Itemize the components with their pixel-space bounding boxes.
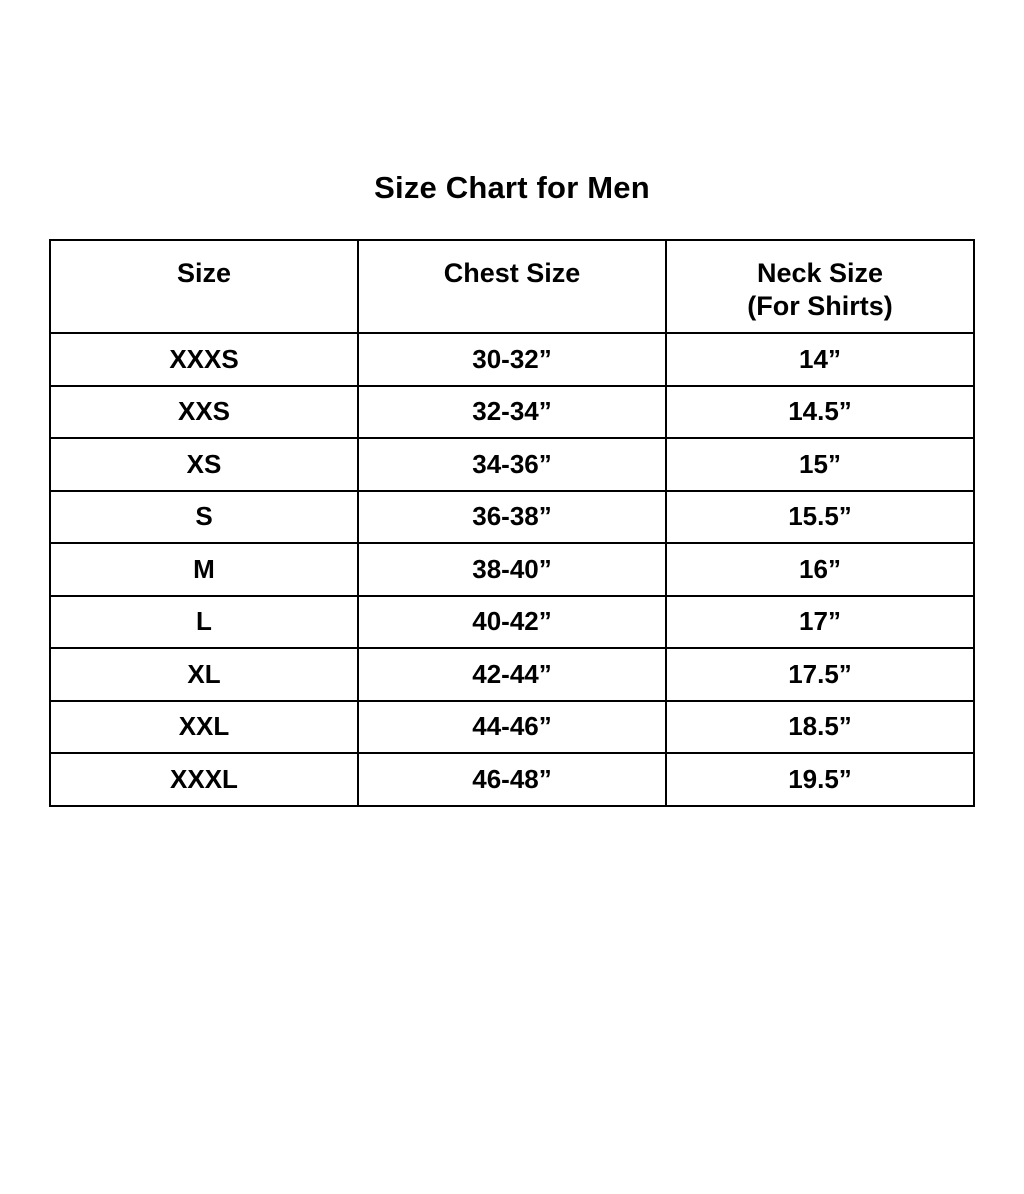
page: Size Chart for Men Size Chest Size Neck … (0, 170, 1024, 1194)
table-row: XXS 32-34” 14.5” (49, 384, 975, 439)
cell-chest: 44-46” (357, 699, 667, 754)
cell-size: XS (49, 437, 359, 492)
table-header: Size Chest Size Neck Size (For Shirts) (49, 239, 975, 334)
table-row: L 40-42” 17” (49, 594, 975, 649)
cell-chest: 36-38” (357, 489, 667, 544)
cell-chest: 42-44” (357, 647, 667, 702)
cell-chest: 38-40” (357, 542, 667, 597)
table-body: XXXS 30-32” 14” XXS 32-34” 14.5” XS 34-3… (49, 332, 975, 807)
cell-neck: 14” (665, 332, 975, 387)
table-row: XXXS 30-32” 14” (49, 332, 975, 387)
cell-chest: 30-32” (357, 332, 667, 387)
size-chart-table: Size Chest Size Neck Size (For Shirts) X… (49, 239, 975, 807)
header-cell-chest-size: Chest Size (357, 239, 667, 334)
header-cell-size: Size (49, 239, 359, 334)
cell-chest: 34-36” (357, 437, 667, 492)
table-row: XXL 44-46” 18.5” (49, 699, 975, 754)
cell-size: XXXL (49, 752, 359, 807)
cell-neck: 14.5” (665, 384, 975, 439)
cell-neck: 15” (665, 437, 975, 492)
cell-size: XXS (49, 384, 359, 439)
header-neck-size-sublabel: (For Shirts) (747, 291, 893, 321)
cell-size: XL (49, 647, 359, 702)
header-size-label: Size (176, 258, 232, 288)
cell-size: L (49, 594, 359, 649)
header-neck-size-label: Neck Size (756, 258, 884, 288)
cell-neck: 19.5” (665, 752, 975, 807)
header-cell-neck-size: Neck Size (For Shirts) (665, 239, 975, 334)
cell-neck: 16” (665, 542, 975, 597)
cell-size: S (49, 489, 359, 544)
cell-neck: 17” (665, 594, 975, 649)
cell-neck: 15.5” (665, 489, 975, 544)
header-chest-size-label: Chest Size (443, 258, 581, 288)
cell-chest: 32-34” (357, 384, 667, 439)
cell-size: M (49, 542, 359, 597)
table-row: XL 42-44” 17.5” (49, 647, 975, 702)
table-row: M 38-40” 16” (49, 542, 975, 597)
table-row: XS 34-36” 15” (49, 437, 975, 492)
cell-size: XXL (49, 699, 359, 754)
cell-chest: 46-48” (357, 752, 667, 807)
page-title: Size Chart for Men (374, 170, 650, 205)
cell-size: XXXS (49, 332, 359, 387)
cell-neck: 18.5” (665, 699, 975, 754)
cell-neck: 17.5” (665, 647, 975, 702)
table-row: S 36-38” 15.5” (49, 489, 975, 544)
table-row: XXXL 46-48” 19.5” (49, 752, 975, 807)
header-row: Size Chest Size Neck Size (For Shirts) (49, 239, 975, 334)
cell-chest: 40-42” (357, 594, 667, 649)
